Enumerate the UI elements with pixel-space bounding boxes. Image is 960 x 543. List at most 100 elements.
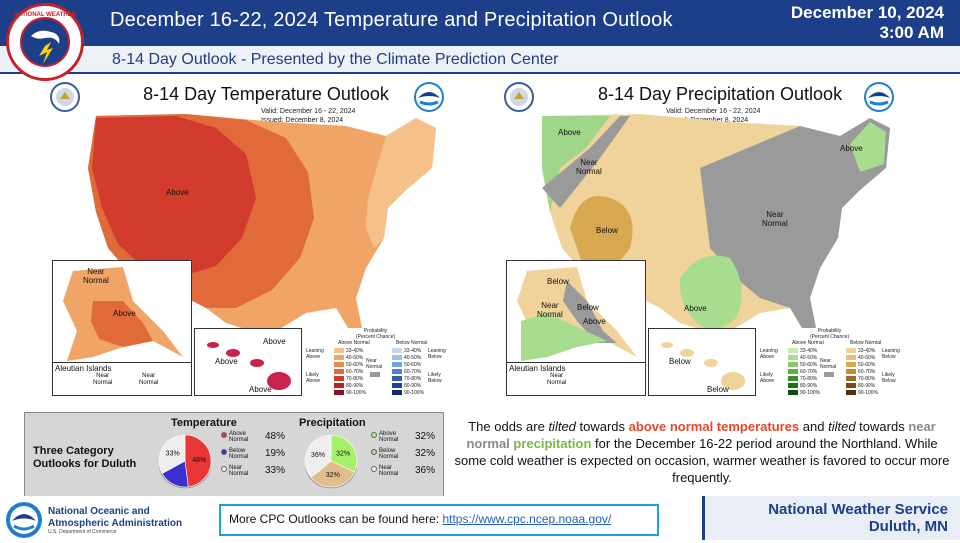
category-name: Above Normal	[229, 431, 249, 443]
summary-text-2: towards	[575, 419, 629, 434]
precip-legend-below-range: 40-50%	[858, 355, 876, 361]
temp-hi-above3: Above	[249, 385, 272, 394]
summary-tilted-2: tilted	[828, 419, 856, 434]
precip-legend-above-range: 50-60%	[800, 362, 818, 368]
summary-near-normal: near normal	[466, 419, 936, 451]
temp-near-normal: Near Normal	[366, 358, 383, 370]
temp-legend-below-range: 33-40%	[404, 348, 422, 354]
temperature-pie: 48% 33%	[158, 434, 212, 489]
temp-legend-above: Above Normal	[338, 340, 370, 346]
temp-legend-below-swatch	[392, 369, 402, 374]
temp-legend-below: Below Normal	[396, 340, 428, 346]
precip-legend-above-range: 80-90%	[800, 383, 818, 389]
cpc-outlooks-link[interactable]: https://www.cpc.ncep.noaa.gov/	[442, 512, 612, 526]
precipitation-map-title: 8-14 Day Precipitation Outlook	[597, 84, 843, 104]
category-dot	[371, 432, 377, 438]
precipitation-hawaii-inset: Below Below	[648, 328, 756, 396]
temp-ak-near: Near Normal	[83, 267, 109, 285]
noaa-department: U.S. Department of Commerce	[48, 529, 117, 535]
issue-time: 3:00 AM	[879, 23, 944, 42]
summary-tilted-1: tilted	[548, 419, 576, 434]
precip-legend-above-swatch	[788, 369, 798, 374]
duluth-category-box: Three Category Outlooks for Duluth Tempe…	[24, 412, 444, 497]
temp-leaning-above: Leaning Above	[306, 348, 324, 360]
precip-near-normal: Near Normal	[820, 358, 837, 370]
temp-al-near2: Near Normal	[139, 373, 159, 386]
precip-hi-below2: Below	[707, 385, 729, 394]
summary-text-1: The odds are	[468, 419, 549, 434]
temp-leaning-below: Leaning Below	[428, 348, 446, 360]
precip-legend-below-swatch	[846, 362, 856, 367]
summary-text-4: towards	[855, 419, 909, 434]
summary-precipitation: precipitation	[513, 436, 592, 451]
temp-legend-above-range: 33-40%	[346, 348, 364, 354]
temp-likely-below: Likely Below	[428, 372, 442, 384]
precip-ak-above: Above	[583, 317, 606, 326]
category-dot	[221, 449, 227, 455]
precip-label-above-nw: Above	[558, 128, 581, 137]
precipitation-legend: Probability (Percent Chance) Above Norma…	[758, 328, 908, 398]
precip-legend-above-range: 60-70%	[800, 369, 818, 375]
precip-legend-below-range: 33-40%	[858, 348, 876, 354]
page-subtitle: 8-14 Day Outlook - Presented by the Clim…	[112, 51, 559, 68]
temperature-outlook-panel: 8-14 Day Temperature Outlook Valid: Dece…	[46, 80, 486, 400]
precip-label-above-south: Above	[684, 304, 707, 313]
precip-hawaii-shape	[661, 342, 745, 390]
precip-label-above-ne: Above	[840, 144, 863, 153]
summary-text-5: for the December 16-22 period around the…	[454, 436, 950, 485]
precip-legend-below-swatch	[846, 390, 856, 395]
precipitation-valid: Valid: December 16 - 22, 2024	[666, 108, 761, 115]
temperature-issued: Issued: December 8, 2024	[261, 117, 344, 124]
summary-text-3: and	[799, 419, 829, 434]
precip-legend-below-swatch	[846, 383, 856, 388]
precip-legend-above-swatch	[788, 376, 798, 381]
nws-footer-block: National Weather Service Duluth, MN	[702, 496, 960, 540]
precip-ak-below2: Below	[577, 303, 599, 312]
temperature-aleutian-inset: Aleutian Islands Near Normal Near Normal	[52, 362, 192, 396]
temp-aleutian-label: Aleutian Islands	[55, 364, 112, 373]
page-title: December 16-22, 2024 Temperature and Pre…	[110, 9, 673, 31]
temp-hawaii-shape	[207, 342, 291, 390]
precip-legend-below-swatch	[846, 348, 856, 353]
precip-legend-above-swatch	[788, 362, 798, 367]
pie-slice-label: 36%	[311, 452, 325, 459]
precip-legend-below-swatch	[846, 355, 856, 360]
temp-legend-above-range: 60-70%	[346, 369, 364, 375]
precip-legend-above-range: 90-100%	[800, 390, 821, 396]
precip-likely-above: Likely Above	[760, 372, 775, 384]
category-dot	[371, 449, 377, 455]
issue-date: December 10, 2024	[790, 3, 944, 22]
temperature-valid-dates: Valid: December 16 - 22, 2024 Issued: De…	[261, 107, 355, 125]
temp-likely-above: Likely Above	[306, 372, 321, 384]
temperature-pie-title: Temperature	[171, 417, 237, 429]
precip-legend-above-swatch	[788, 390, 798, 395]
temp-legend-below-swatch	[392, 355, 402, 360]
precip-legend-above-range: 40-50%	[800, 355, 818, 361]
issue-datetime: December 10, 2024 3:00 AM	[791, 3, 944, 43]
nws-logo-icon: NATIONAL WEATHER	[6, 3, 84, 81]
pie-slice-label: 33%	[166, 451, 180, 458]
precipitation-alaska-inset: Below Near Normal Below Above	[506, 260, 646, 372]
precipitation-outlook-panel: 8-14 Day Precipitation Outlook Valid: De…	[500, 80, 940, 400]
nws-name: National Weather Service	[768, 501, 948, 518]
category-name: Below Normal	[379, 448, 399, 460]
duluth-heading: Three Category Outlooks for Duluth	[33, 445, 137, 470]
category-dot	[221, 466, 227, 472]
precip-legend-title: Probability (Percent Chance)	[810, 328, 850, 340]
precip-legend-below-swatch	[846, 376, 856, 381]
noaa-name: National Oceanic and Atmospheric Adminis…	[48, 506, 182, 530]
cpc-link-prefix: More CPC Outlooks can be found here:	[229, 512, 443, 526]
category-dot	[221, 432, 227, 438]
precip-label-near-nw: Near Normal	[576, 158, 602, 176]
category-percent: 48%	[265, 431, 286, 442]
precipitation-categories: Above Normal 32% Below Normal 32% Near Norma…	[371, 431, 441, 491]
category-name: Near Normal	[229, 465, 249, 477]
category-name: Above Normal	[379, 431, 399, 443]
precip-legend-below: Below Normal	[850, 340, 882, 346]
header-bar: December 16-22, 2024 Temperature and Pre…	[0, 0, 960, 46]
temp-legend-above-swatch	[334, 383, 344, 388]
temp-legend-above-swatch	[334, 369, 344, 374]
precip-leaning-above: Leaning Above	[760, 348, 778, 360]
cpc-link-box: More CPC Outlooks can be found here: htt…	[219, 504, 659, 536]
precip-legend-below-range: 50-60%	[858, 362, 876, 368]
